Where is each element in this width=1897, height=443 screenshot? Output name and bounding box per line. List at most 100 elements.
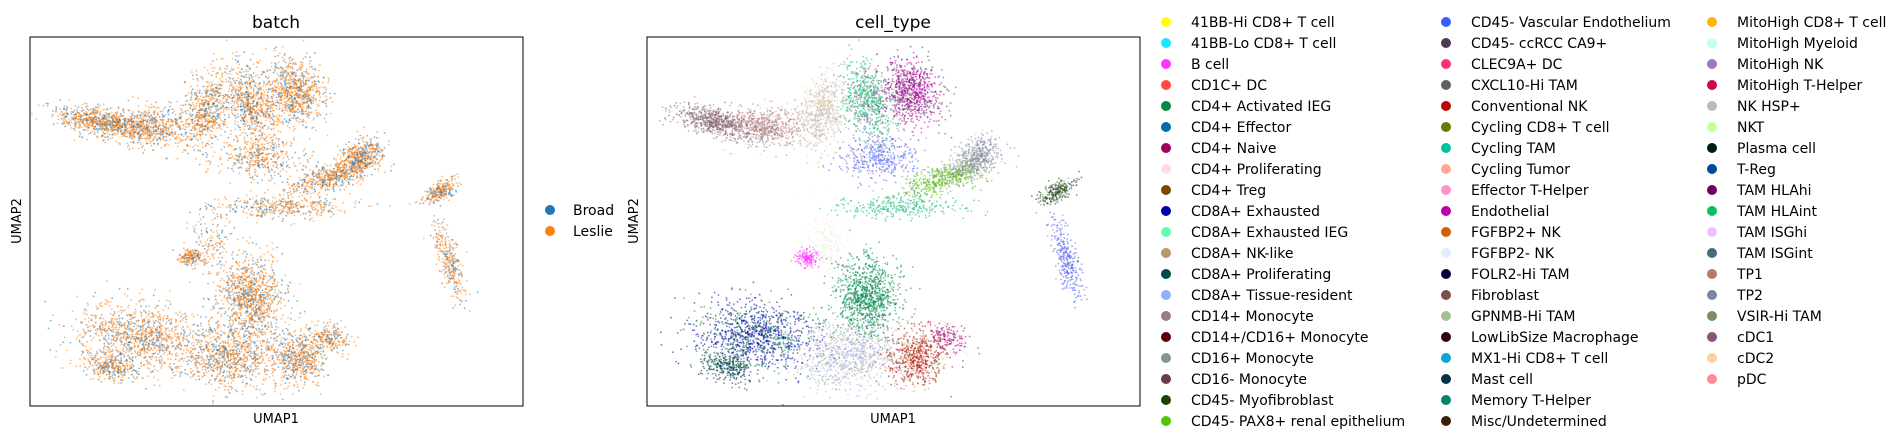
scatter-point <box>205 125 208 127</box>
scatter-point <box>362 171 364 174</box>
scatter-point <box>62 108 65 111</box>
scatter-point <box>216 121 219 124</box>
scatter-point <box>76 108 78 111</box>
scatter-point <box>214 86 217 89</box>
scatter-point <box>282 194 285 196</box>
scatter-point <box>269 179 272 182</box>
scatter-point <box>246 140 249 143</box>
scatter-point <box>93 126 96 129</box>
scatter-point <box>293 139 295 141</box>
scatter-point <box>139 141 142 144</box>
scatter-point <box>276 123 278 126</box>
scatter-point <box>156 106 158 109</box>
scatter-point <box>337 163 340 166</box>
scatter-point <box>184 126 187 128</box>
scatter-point <box>271 109 274 112</box>
scatter-point <box>293 191 295 193</box>
scatter-point <box>58 113 61 116</box>
scatter-point <box>285 97 288 99</box>
scatter-point <box>333 170 336 173</box>
scatter-point <box>359 183 362 186</box>
scatter-point <box>312 181 315 184</box>
scatter-point <box>272 122 275 125</box>
scatter-point <box>93 120 95 123</box>
scatter-point <box>229 182 232 185</box>
scatter-point <box>321 173 323 175</box>
scatter-point <box>248 124 251 127</box>
scatter-point <box>283 60 285 63</box>
scatter-point <box>192 78 195 80</box>
scatter-point <box>287 67 289 70</box>
scatter-point <box>215 127 218 129</box>
scatter-point <box>190 91 193 94</box>
scatter-point <box>247 94 250 97</box>
scatter-point <box>209 108 212 111</box>
scatter-point <box>272 127 275 130</box>
scatter-point <box>219 102 222 105</box>
scatter-point <box>242 119 245 121</box>
scatter-point <box>249 92 252 94</box>
scatter-point <box>31 112 33 115</box>
scatter-point <box>98 119 101 122</box>
scatter-point <box>252 155 255 157</box>
scatter-point <box>362 136 365 139</box>
scatter-point <box>291 78 294 81</box>
scatter-point <box>225 98 228 101</box>
scatter-point <box>229 157 232 159</box>
scatter-point <box>216 83 219 86</box>
scatter-point <box>143 130 146 132</box>
scatter-point <box>72 128 75 130</box>
scatter-point <box>322 101 325 103</box>
scatter-point <box>243 148 245 150</box>
scatter-point <box>309 78 312 80</box>
scatter-point <box>215 115 218 118</box>
scatter-point <box>253 81 256 83</box>
scatter-point <box>255 116 258 118</box>
scatter-point <box>252 175 254 178</box>
scatter-point <box>206 85 209 88</box>
scatter-point <box>340 162 342 165</box>
scatter-point <box>233 114 236 117</box>
scatter-point <box>324 91 327 93</box>
scatter-point <box>214 117 216 120</box>
scatter-point <box>108 121 111 123</box>
scatter-point <box>305 152 307 155</box>
scatter-point <box>104 141 107 144</box>
scatter-point <box>278 193 281 196</box>
scatter-point <box>251 121 254 124</box>
scatter-point <box>136 122 139 125</box>
scatter-point <box>254 156 257 159</box>
scatter-point <box>237 105 240 108</box>
scatter-point <box>84 118 87 121</box>
scatter-point <box>315 129 317 132</box>
scatter-point <box>140 132 143 135</box>
scatter-point <box>67 123 70 126</box>
scatter-point <box>329 177 332 179</box>
scatter-point <box>353 153 356 155</box>
scatter-point <box>171 111 174 114</box>
scatter-point <box>243 107 246 110</box>
scatter-point <box>154 135 157 138</box>
scatter-point <box>145 137 147 140</box>
scatter-point <box>143 137 146 140</box>
scatter-point <box>206 153 209 156</box>
scatter-point <box>351 154 353 157</box>
scatter-point <box>290 85 293 88</box>
scatter-point <box>37 104 40 106</box>
scatter-point <box>223 146 226 149</box>
scatter-point <box>146 114 149 117</box>
scatter-point <box>351 165 353 167</box>
scatter-point <box>207 103 210 106</box>
scatter-point <box>233 102 236 105</box>
scatter-point <box>251 114 253 117</box>
scatter-point <box>199 150 202 152</box>
scatter-point <box>227 136 230 139</box>
scatter-point <box>246 167 248 170</box>
scatter-point <box>205 117 208 120</box>
scatter-point <box>56 122 59 125</box>
scatter-point <box>75 113 77 116</box>
scatter-point <box>111 129 114 132</box>
scatter-point <box>126 132 128 135</box>
scatter-point <box>250 157 253 160</box>
scatter-point <box>139 143 142 146</box>
